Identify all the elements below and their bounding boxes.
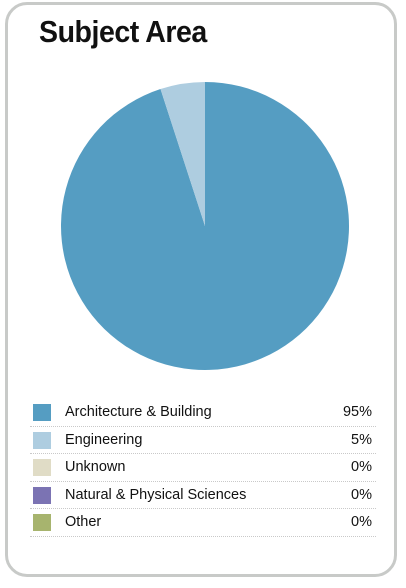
legend-value: 95%: [342, 404, 372, 420]
legend-swatch: [33, 514, 51, 531]
legend-value: 0%: [351, 514, 372, 530]
legend-label: Architecture & Building: [65, 404, 212, 420]
legend: Architecture & Building 95% Engineering 5% U…: [30, 399, 376, 537]
legend-value: 0%: [351, 486, 372, 503]
legend-item[interactable]: Unknown 0%: [30, 454, 376, 482]
legend-swatch: [33, 404, 51, 421]
pie-slices: [60, 82, 349, 371]
chart-title: Subject Area: [39, 14, 207, 49]
pie-slice-architecture-building[interactable]: [60, 82, 349, 371]
legend-item[interactable]: Other 0%: [30, 509, 376, 537]
legend-label: Unknown: [65, 459, 126, 475]
legend-swatch: [33, 486, 51, 504]
legend-item[interactable]: Engineering 5%: [30, 427, 376, 454]
pie-slice-engineering[interactable]: [160, 82, 205, 226]
legend-label: Other: [65, 514, 102, 530]
legend-label: Natural & Physical Sciences: [65, 486, 247, 503]
legend-swatch: [33, 459, 51, 476]
legend-item[interactable]: Natural & Physical Sciences 0%: [30, 482, 376, 509]
legend-label: Engineering: [65, 431, 143, 448]
legend-swatch: [33, 431, 51, 449]
legend-item[interactable]: Architecture & Building 95%: [30, 399, 376, 427]
legend-value: 0%: [351, 459, 372, 475]
legend-value: 5%: [351, 431, 372, 448]
